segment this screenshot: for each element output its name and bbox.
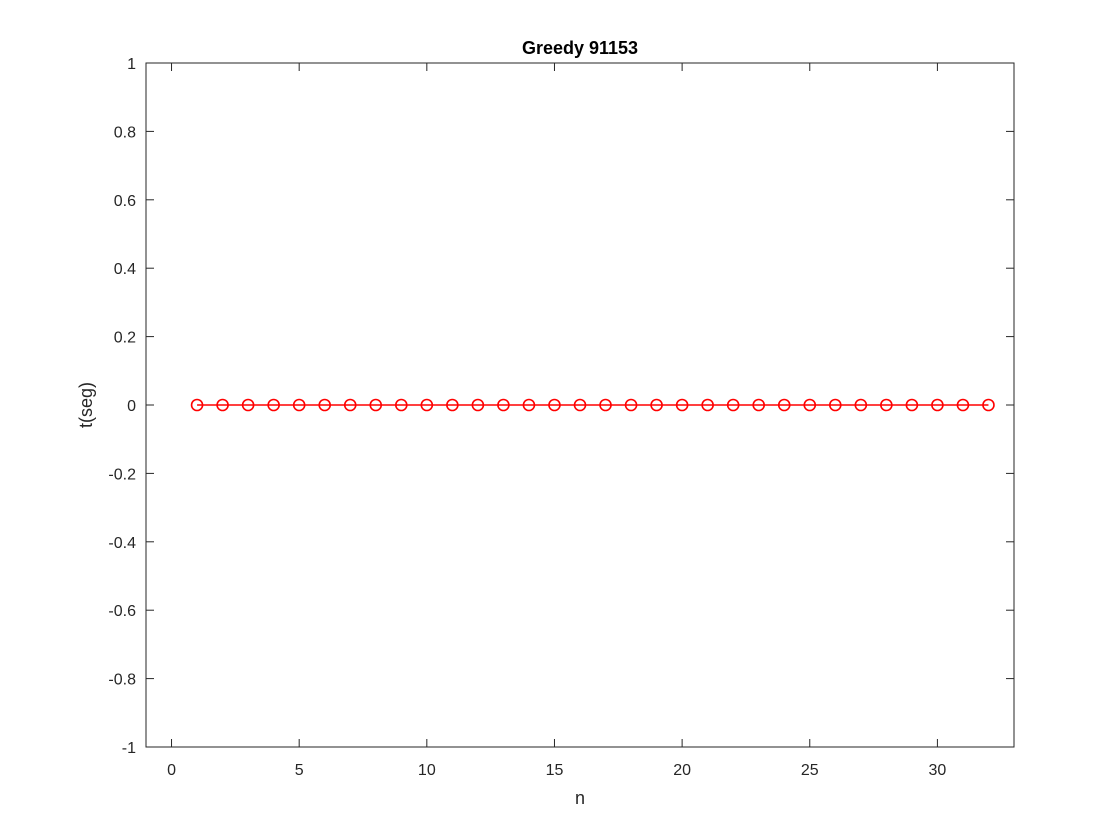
data-point (446, 398, 459, 412)
data-point (777, 398, 791, 412)
x-tick-label: 20 (673, 762, 691, 779)
data-point (701, 398, 714, 412)
data-point (522, 398, 536, 412)
data-point (394, 398, 408, 412)
y-tick-label: 0.2 (114, 330, 136, 347)
x-tick-label: 25 (801, 762, 819, 779)
data-point (343, 398, 357, 412)
x-tick-label: 5 (295, 762, 304, 779)
data-point (956, 398, 970, 412)
data-point (752, 398, 766, 412)
x-tick-label: 15 (546, 762, 564, 779)
data-point (931, 398, 944, 412)
series-layer (190, 398, 995, 412)
x-tick-label: 30 (929, 762, 947, 779)
y-tick-label: 0.8 (114, 124, 136, 141)
plot-area: 0 5 10 15 20 25 30 -1 -0.8 -0.6 -0.4 -0.2 0 0.2 0.4 0.… (108, 56, 1015, 779)
data-point (216, 398, 229, 412)
data-point (241, 398, 255, 412)
data-point (420, 398, 434, 412)
data-point (573, 398, 587, 412)
data-point (803, 398, 817, 412)
data-point (828, 398, 842, 412)
data-point (548, 398, 561, 412)
y-tick-label: -0.4 (108, 535, 136, 552)
data-point (599, 398, 612, 412)
data-point (190, 398, 204, 412)
x-tick-label: 10 (418, 762, 436, 779)
data-point (905, 398, 919, 412)
y-tick-label: 1 (127, 56, 136, 73)
data-point (318, 398, 332, 412)
y-tick-label: -1 (122, 740, 136, 757)
data-point (650, 398, 663, 412)
data-point (292, 398, 306, 412)
data-point (726, 398, 740, 412)
chart-title: Greedy 91153 (522, 38, 638, 58)
x-axis-label: n (575, 788, 585, 808)
y-axis: -1 -0.8 -0.6 -0.4 -0.2 0 0.2 0.4 0.6 0.8 1 (108, 56, 1014, 757)
y-tick-label: 0 (127, 398, 136, 415)
x-axis: 0 5 10 15 20 25 30 (167, 63, 946, 779)
y-tick-label: -0.8 (108, 672, 136, 689)
data-point (369, 398, 383, 412)
data-point (624, 398, 638, 412)
data-point (880, 398, 893, 412)
data-point (497, 398, 510, 412)
y-axis-label: t(seg) (76, 382, 96, 428)
data-point (982, 398, 995, 412)
data-point (267, 398, 280, 412)
data-point (471, 398, 485, 412)
data-point (854, 398, 868, 412)
data-point (675, 398, 689, 412)
x-tick-label: 0 (167, 762, 176, 779)
y-tick-label: -0.2 (108, 466, 136, 483)
y-tick-label: -0.6 (108, 603, 136, 620)
y-tick-label: 0.6 (114, 193, 136, 210)
y-tick-label: 0.4 (114, 261, 136, 278)
